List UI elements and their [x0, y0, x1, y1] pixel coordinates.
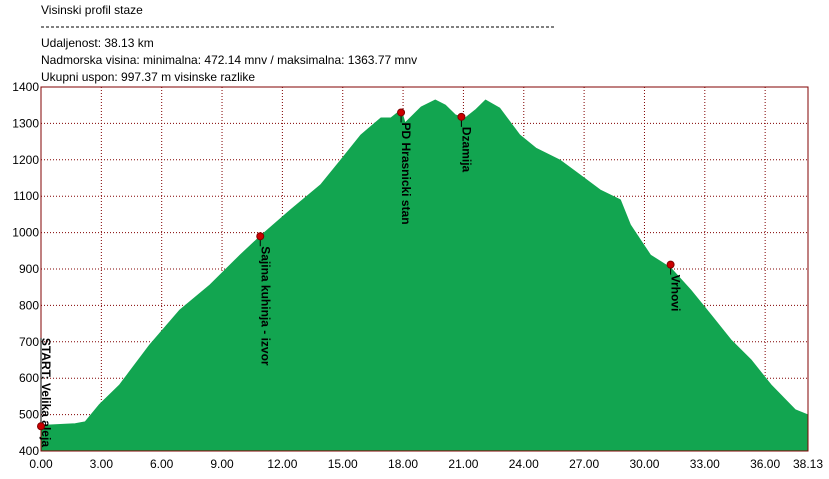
plot-border [40, 86, 809, 452]
waypoint-label: Dzamija [459, 127, 473, 173]
x-tick-label: 3.00 [90, 457, 114, 471]
y-tick-label: 1300 [12, 116, 39, 130]
info-line: Ukupni uspon: 997.37 m visinske razlike [41, 70, 255, 84]
waypoint-marker [37, 422, 45, 431]
x-tick-label: 21.00 [448, 457, 478, 471]
x-tick-label: 30.00 [629, 457, 659, 471]
x-tick-label: 6.00 [150, 457, 174, 471]
labels: 400 500 600 700 800 900 1000 1100 1200 1300 1400 0.… [12, 80, 823, 471]
waypoint-marker [666, 260, 675, 269]
y-tick-label: 1100 [13, 189, 39, 203]
waypoint-marker [457, 112, 466, 121]
x-tick-label: 9.00 [210, 457, 234, 471]
y-tick-label: 800 [19, 298, 39, 312]
waypoint-label: START: Velika aleja [39, 338, 53, 447]
marks [40, 99, 809, 452]
waypoint-label: Sajina kuhinja - izvor [258, 246, 272, 366]
y-tick-label: 1200 [12, 153, 39, 167]
x-tick-label: 27.00 [569, 457, 599, 471]
x-tick-label: 36.00 [750, 457, 780, 471]
waypoint-marker [397, 108, 406, 117]
info-line: Udaljenost: 38.13 km [41, 36, 154, 50]
y-tick-label: 900 [19, 262, 39, 276]
x-tick-label: 33.00 [690, 457, 720, 471]
y-tick-label: 500 [19, 408, 39, 422]
x-tick-label: 0.00 [29, 457, 53, 471]
waypoint-marker [256, 232, 265, 241]
x-tick-label: 12.00 [267, 457, 297, 471]
x-tick-label: 38.13 [793, 457, 823, 471]
x-tick-label: 24.00 [509, 457, 539, 471]
y-tick-label: 700 [19, 335, 39, 349]
info-line: Nadmorska visina: minimalna: 472.14 mnv … [41, 53, 417, 67]
elevation-area [40, 99, 809, 452]
y-tick-label: 400 [19, 444, 39, 458]
y-tick-label: 1400 [12, 80, 39, 94]
x-tick-label: 15.00 [328, 457, 358, 471]
y-tick-label: 600 [19, 371, 39, 385]
waypoint-label: Vrhovi [669, 275, 683, 312]
chart-title: Visinski profil staze [41, 3, 143, 17]
x-tick-label: 18.00 [388, 457, 418, 471]
y-tick-label: 1000 [12, 226, 39, 240]
waypoint-label: PD Hrasnicki stan [399, 122, 413, 224]
